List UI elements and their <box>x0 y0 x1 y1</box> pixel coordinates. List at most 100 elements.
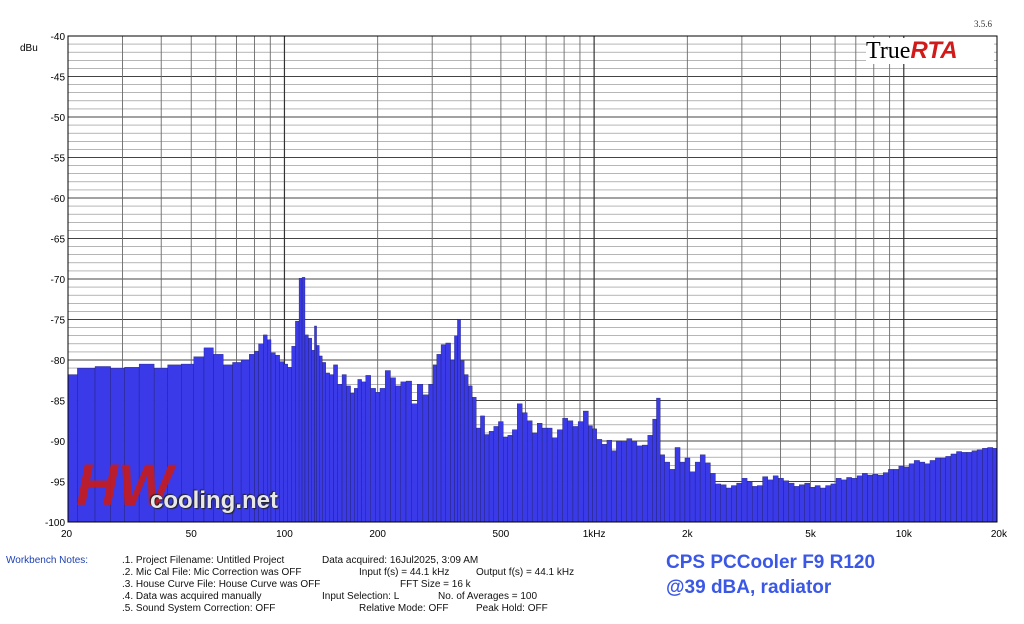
notes-output-fs: Output f(s) = 44.1 kHz <box>476 567 575 578</box>
notes-line-4: .4. Data was acquired manually <box>122 591 262 602</box>
spectrum-bar <box>705 462 711 523</box>
spectrum-bar <box>647 435 653 523</box>
spectrum-bar <box>616 440 622 523</box>
notes-peak-hold: Peak Hold: OFF <box>476 603 548 614</box>
spectrum-bar <box>757 485 763 523</box>
spectrum-bar <box>950 453 957 523</box>
spectrum-bar <box>694 461 701 523</box>
watermark-text: cooling.net <box>150 487 278 514</box>
spectrum-bar <box>924 463 931 523</box>
spectrum-bar <box>428 384 434 523</box>
spectrum-bar <box>611 450 617 523</box>
spectrum-bar <box>457 319 461 523</box>
spectrum-bar <box>480 415 485 523</box>
x-tick-label: 20k <box>991 529 1008 540</box>
spectrum-bar <box>778 478 784 523</box>
spectrum-bar <box>311 350 315 523</box>
spectrum-bar <box>522 412 528 523</box>
y-tick-label: -85 <box>51 397 66 408</box>
spectrum-bar <box>642 444 648 523</box>
spectrum-bars <box>67 277 998 523</box>
spectrum-bar <box>788 482 795 523</box>
spectrum-bar <box>531 432 538 523</box>
spectrum-bar <box>846 477 852 523</box>
spectrum-bar <box>799 484 805 523</box>
x-tick-label: 200 <box>369 529 386 540</box>
spectrum-bar <box>440 344 446 523</box>
spectrum-bar <box>752 486 758 523</box>
spectrum-bar <box>488 431 494 523</box>
spectrum-bar <box>699 454 706 523</box>
x-tick-label: 20 <box>61 529 73 540</box>
spectrum-bar <box>287 367 292 523</box>
plot-frame <box>67 35 998 523</box>
notes-data-acquired: Data acquired: 16Jul2025, 3:09 AM <box>322 555 479 566</box>
spectrum-bar <box>809 486 816 523</box>
y-tick-label: -50 <box>51 113 66 124</box>
y-tick-label: -90 <box>51 437 66 448</box>
x-tick-labels: 20 50 100 200 500 1kHz 2k 5k 10k 20k <box>61 529 1008 540</box>
spectrum-bar <box>725 487 732 523</box>
spectrum-bar <box>741 478 748 523</box>
spectrum-bar <box>596 439 603 523</box>
hwcooling-watermark: HW cooling.net <box>76 455 286 523</box>
spectrum-bar <box>621 441 627 523</box>
spectrum-bar <box>291 346 296 523</box>
spectrum-bar <box>631 441 638 523</box>
spectrum-bar <box>867 474 873 523</box>
spectrum-bar <box>804 482 811 523</box>
spectrum-bar <box>503 436 508 523</box>
spectrum-bar <box>390 377 396 523</box>
spectrum-bar <box>720 484 727 523</box>
spectrum-bar <box>888 469 894 523</box>
spectrum-bar <box>684 457 691 523</box>
spectrum-bar <box>841 479 847 523</box>
spectrum-bar <box>882 472 889 523</box>
spectrum-bar <box>767 479 774 523</box>
spectrum-bar <box>652 418 657 523</box>
spectrum-bar <box>835 478 842 523</box>
notes-input-fs: Input f(s) = 44.1 kHz <box>359 567 450 578</box>
spectrum-bar <box>715 483 721 523</box>
spectrum-bar <box>512 429 518 523</box>
spectrum-bar <box>929 460 936 523</box>
spectrum-bar <box>432 364 437 523</box>
spectrum-bar <box>472 397 477 523</box>
spectrum-bar <box>304 334 309 523</box>
notes-line-2: .2. Mic Cal File: Mic Correction was OFF <box>122 567 302 578</box>
spectrum-bar <box>436 354 442 523</box>
spectrum-bar <box>567 420 574 523</box>
spectrum-bar <box>992 448 998 523</box>
spectrum-bar <box>417 384 424 523</box>
caption-title: CPS PCCooler F9 R120 <box>666 552 876 573</box>
spectrum-bar <box>976 449 983 523</box>
y-tick-label: -65 <box>51 235 66 246</box>
spectrum-bar <box>546 427 553 523</box>
spectrum-bar <box>583 410 589 523</box>
spectrum-bar <box>541 427 548 523</box>
spectrum-bar <box>919 461 926 523</box>
notes-input-selection: Input Selection: L <box>322 591 400 602</box>
spectrum-bar <box>322 362 326 523</box>
spectrum-bar <box>450 359 455 523</box>
y-tick-label: -45 <box>51 73 66 84</box>
y-tick-label: -80 <box>51 356 66 367</box>
spectrum-bar <box>825 485 832 523</box>
spectrum-bar <box>830 483 837 523</box>
spectrum-bar <box>783 480 790 523</box>
spectrum-bar <box>454 335 458 523</box>
y-tick-label: -100 <box>45 518 65 529</box>
spectrum-bar <box>762 476 769 523</box>
spectrum-bar <box>526 420 533 523</box>
y-tick-label: -70 <box>51 275 66 286</box>
y-tick-labels: -40 -45 -50 -55 -60 -65 -70 -75 -80 -85 -90 -95 -100 <box>45 32 65 529</box>
spectrum-bar <box>913 460 920 523</box>
spectrum-bar <box>669 469 676 523</box>
spectrum-bar <box>903 466 910 523</box>
spectrum-bar <box>877 474 884 523</box>
notes-line-3: .3. House Curve File: House Curve was OF… <box>122 579 321 590</box>
spectrum-bar <box>674 447 681 523</box>
spectrum-bar <box>460 360 465 523</box>
spectrum-bar <box>365 375 371 523</box>
